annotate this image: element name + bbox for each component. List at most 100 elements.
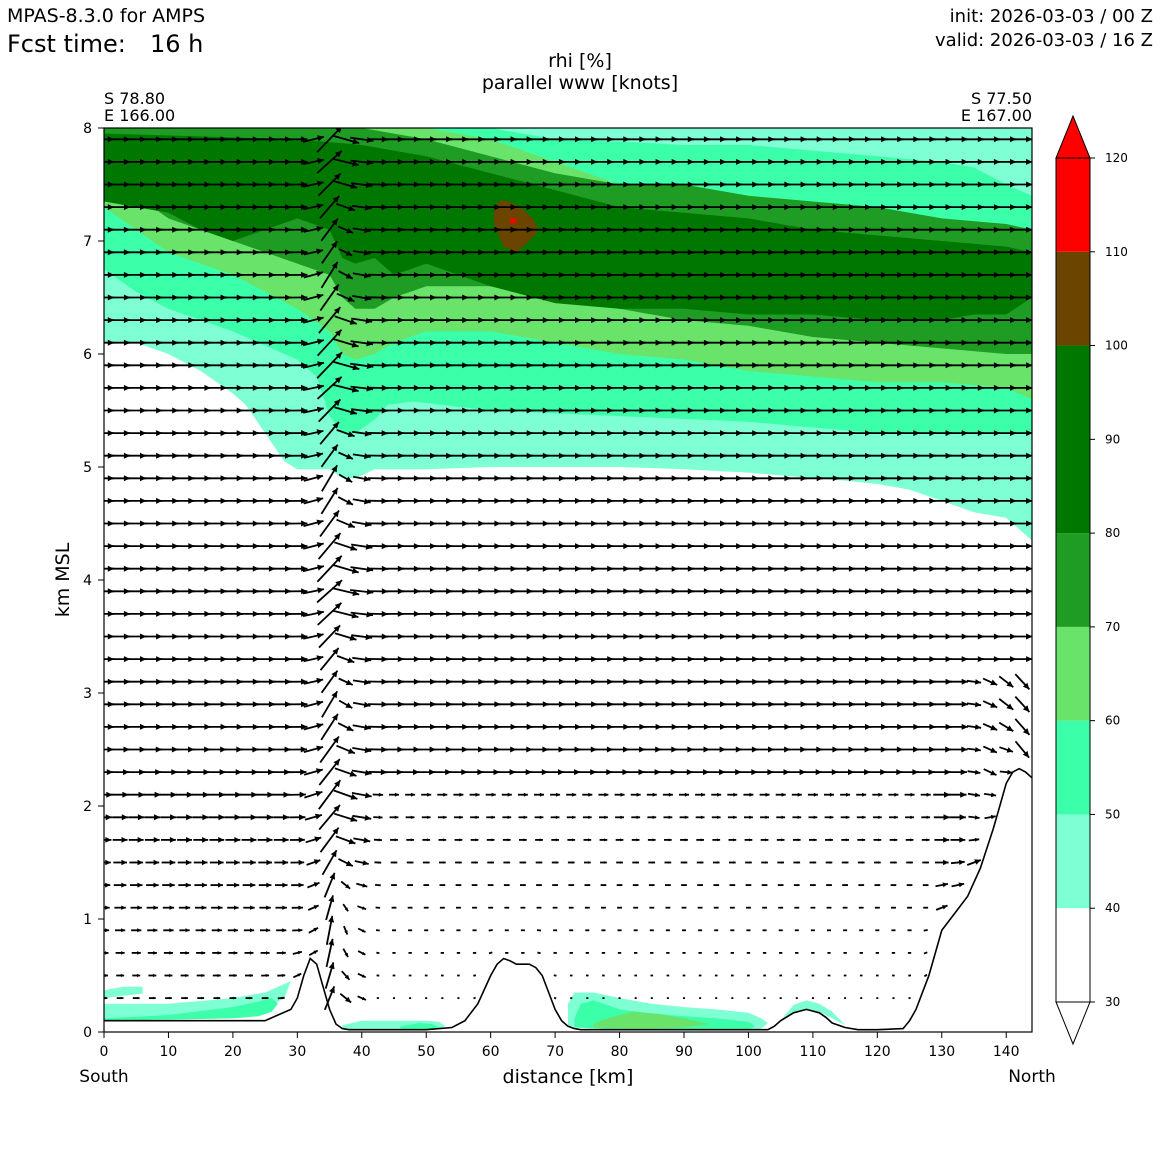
wind-arrow [488, 884, 494, 886]
wind-arrow [650, 930, 654, 932]
wind-arrow [586, 998, 588, 999]
x-tick-label: 80 [611, 1044, 629, 1060]
wind-arrow [601, 930, 605, 932]
rhi-patch-110-120-1 [510, 218, 516, 223]
colorbar-tick-label: 60 [1105, 714, 1120, 728]
wind-arrow [827, 930, 831, 932]
wind-arrow [392, 907, 397, 909]
wind-arrow [907, 884, 913, 886]
wind-arrow [908, 975, 911, 976]
start-lon: E 166.00 [104, 106, 175, 125]
wind-arrow [554, 998, 556, 999]
wind-arrow [392, 930, 396, 932]
y-tick-label: 6 [83, 347, 92, 363]
wind-arrow [473, 952, 476, 953]
wind-arrow [811, 952, 814, 953]
wind-arrow [407, 884, 413, 886]
wind-arrow [633, 907, 638, 909]
colorbar-bin-100-110 [1056, 252, 1090, 346]
wind-arrow [746, 930, 750, 932]
colorbar-bin-80-100 [1056, 346, 1090, 534]
wind-arrow [827, 907, 832, 909]
wind-arrow [602, 952, 605, 953]
wind-arrow [425, 952, 428, 953]
wind-arrow [634, 930, 638, 932]
colorbar-bin-70-80 [1056, 533, 1090, 627]
wind-arrow [552, 884, 558, 886]
wind-arrow [796, 998, 798, 999]
wind-arrow [746, 907, 751, 909]
wind-arrow [875, 907, 880, 909]
wind-arrow [762, 907, 767, 909]
x-axis-label: distance [km] [503, 1066, 634, 1088]
y-tick-label: 1 [83, 912, 92, 928]
wind-arrow [505, 952, 508, 953]
x-tick-label: 40 [353, 1044, 371, 1060]
wind-arrow [780, 998, 782, 999]
wind-arrow [408, 930, 412, 932]
wind-arrow [747, 952, 750, 953]
colorbar-tick-label: 90 [1105, 432, 1120, 446]
wind-arrow [377, 975, 380, 976]
x-tick-label: 10 [160, 1044, 178, 1060]
wind-arrow [666, 907, 671, 909]
y-tick-label: 5 [83, 460, 92, 476]
wind-arrow [698, 907, 703, 909]
wind-arrow [457, 952, 460, 953]
wind-arrow [683, 998, 685, 999]
x-tick-label: 60 [482, 1044, 500, 1060]
wind-arrow [875, 884, 881, 886]
south-label: South [79, 1067, 128, 1087]
wind-arrow [570, 952, 573, 953]
wind-arrow [618, 952, 621, 953]
wind-arrow [521, 930, 525, 932]
wind-arrow [666, 952, 669, 953]
wind-arrow [440, 930, 444, 932]
wind-arrow [731, 975, 734, 976]
y-tick-label: 8 [83, 121, 92, 137]
wind-arrow [377, 998, 379, 999]
wind-arrow [441, 952, 444, 953]
wind-arrow [617, 907, 622, 909]
colorbar-bin-60-70 [1056, 627, 1090, 721]
wind-arrow [892, 975, 895, 976]
wind-arrow [569, 907, 574, 909]
wind-arrow [423, 884, 429, 886]
wind-arrow [763, 930, 767, 932]
x-tick-label: 140 [993, 1044, 1020, 1060]
colorbar-tick-label: 110 [1105, 245, 1128, 259]
wind-arrow [924, 930, 928, 932]
wind-arrow [601, 907, 606, 909]
wind-arrow [891, 907, 896, 909]
wind-arrow [635, 998, 637, 999]
wind-arrow [908, 952, 911, 953]
wind-arrow [440, 884, 446, 886]
wind-arrow [763, 975, 766, 976]
wind-arrow [730, 930, 734, 932]
wind-arrow [651, 975, 654, 976]
wind-arrow [665, 884, 671, 886]
colorbar-tick-label: 120 [1105, 151, 1128, 165]
wind-arrow [682, 930, 686, 932]
end-lon: E 167.00 [961, 106, 1032, 125]
wind-arrow [425, 998, 427, 999]
wind-arrow [811, 930, 815, 932]
wind-arrow [457, 998, 459, 999]
wind-arrow [617, 884, 623, 886]
wind-arrow [391, 884, 397, 886]
wind-arrow [633, 884, 639, 886]
wind-arrow [762, 884, 768, 886]
wind-arrow [554, 975, 557, 976]
wind-arrow [409, 952, 412, 953]
wind-arrow [440, 907, 445, 909]
wind-arrow [844, 998, 846, 999]
y-axis-label: km MSL [52, 542, 74, 617]
wind-arrow [844, 975, 847, 976]
wind-arrow [585, 930, 589, 932]
wind-arrow [763, 952, 766, 953]
colorbar-bin-50-60 [1056, 721, 1090, 815]
wind-arrow [715, 998, 717, 999]
wind-arrow [697, 884, 703, 886]
